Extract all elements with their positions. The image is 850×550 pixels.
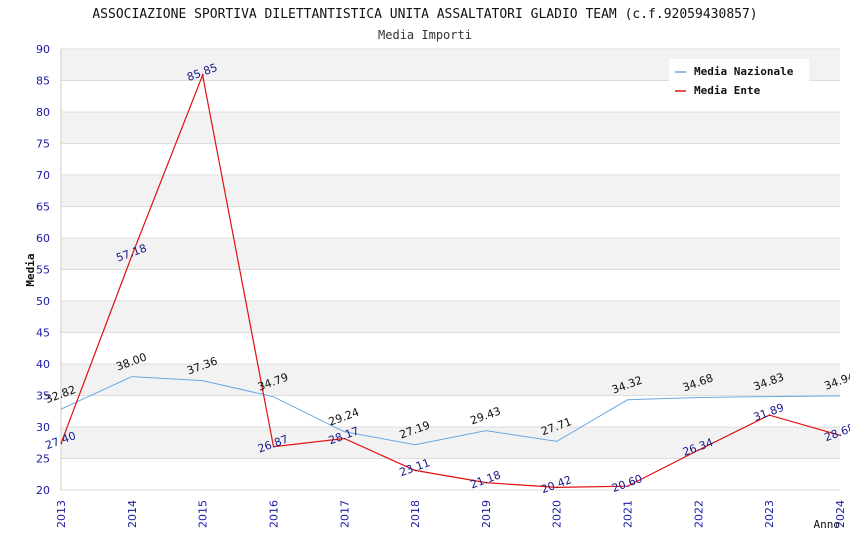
x-tick-label: 2023	[763, 500, 776, 528]
y-tick-label: 30	[36, 421, 50, 434]
x-tick-label: 2019	[480, 500, 493, 528]
grid-band	[61, 112, 840, 144]
x-tick-label: 2013	[55, 500, 68, 528]
series-line-media-nazionale	[60, 376, 841, 446]
grid-band	[61, 458, 840, 490]
y-tick-label: 40	[36, 358, 50, 371]
series-lines	[60, 72, 841, 489]
y-tick-label: 65	[36, 201, 50, 214]
y-axis-tick-labels: 20 25 30 35 40 45 50 55 60 65 70 75 80 85 90	[36, 43, 50, 497]
x-tick-label: 2024	[834, 500, 847, 528]
y-tick-label: 55	[36, 264, 50, 277]
grid-band	[61, 175, 840, 207]
x-tick-label: 2016	[267, 500, 280, 528]
y-tick-label: 60	[36, 232, 50, 245]
y-tick-label: 25	[36, 453, 50, 466]
y-tick-label: 35	[36, 390, 50, 403]
y-tick-label: 70	[36, 169, 50, 182]
grid-band	[61, 395, 840, 427]
y-tick-label: 50	[36, 295, 50, 308]
x-tick-label: 2021	[622, 500, 635, 528]
grid-band	[61, 301, 840, 333]
x-axis-label: Anno	[814, 518, 841, 531]
grid-band	[61, 238, 840, 270]
x-axis-tick-labels: 2013 2014 2015 2016 2017 2018 2019 2020 2021 2022…	[55, 500, 847, 528]
y-tick-label: 20	[36, 484, 50, 497]
x-tick-label: 2022	[692, 500, 705, 528]
legend: Media Nazionale Media Ente	[669, 59, 809, 102]
legend-label-media-ente: Media Ente	[694, 84, 761, 97]
legend-label-media-nazionale: Media Nazionale	[694, 65, 794, 78]
x-tick-label: 2020	[551, 500, 564, 528]
y-tick-label: 80	[36, 106, 50, 119]
legend-box	[669, 59, 809, 102]
y-tick-label: 75	[36, 138, 50, 151]
grid-band	[61, 143, 840, 175]
x-tick-label: 2015	[197, 500, 210, 528]
y-tick-label: 85	[36, 75, 50, 88]
grid-band	[61, 269, 840, 301]
chart-subtitle: Media Importi	[378, 28, 472, 42]
series-line-media-ente	[60, 72, 841, 489]
grid-band	[61, 364, 840, 396]
grid-band	[61, 427, 840, 459]
x-tick-label: 2014	[126, 500, 139, 528]
chart-title: ASSOCIAZIONE SPORTIVA DILETTANTISTICA UN…	[92, 7, 757, 22]
x-tick-label: 2018	[409, 500, 422, 528]
grid-band	[61, 206, 840, 238]
y-tick-label: 45	[36, 327, 50, 340]
grid-band	[61, 332, 840, 364]
x-tick-label: 2017	[338, 500, 351, 528]
y-tick-label: 90	[36, 43, 50, 56]
y-axis-label: Media	[24, 253, 37, 286]
grid-bands	[60, 48, 840, 491]
